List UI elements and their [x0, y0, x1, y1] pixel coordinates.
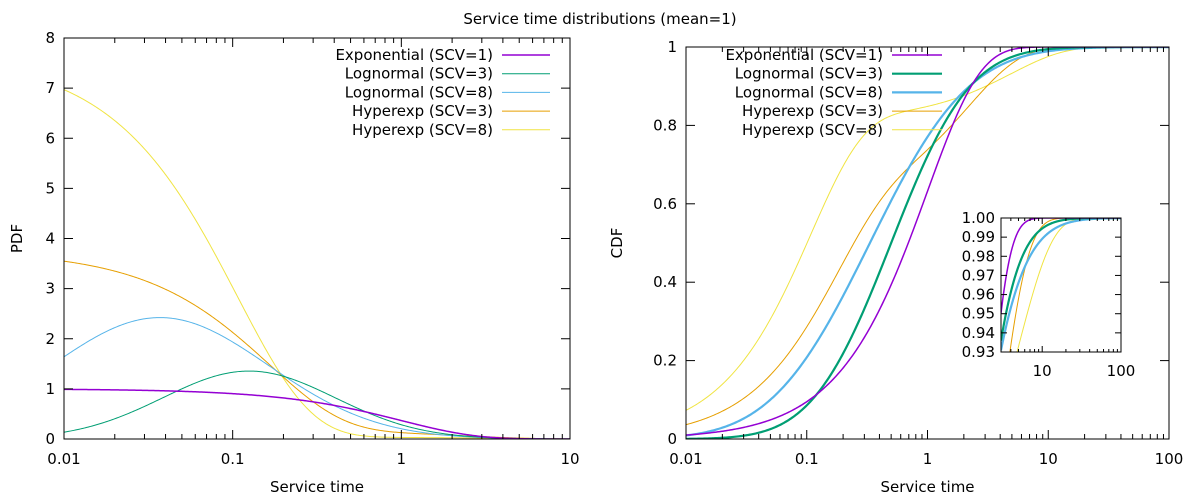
- y-tick-label: 0.97: [962, 266, 995, 284]
- y-tick-label: 1: [667, 38, 677, 56]
- x-tick-label: 10: [560, 450, 579, 468]
- y-tick-label: 4: [45, 230, 55, 248]
- legend-label: Lognormal (SCV=8): [735, 83, 883, 101]
- legend-label: Hyperexp (SCV=8): [742, 121, 883, 139]
- y-tick-label: 0.95: [962, 305, 995, 323]
- legend-label: Hyperexp (SCV=3): [742, 102, 883, 120]
- x-tick-label: 100: [1155, 450, 1184, 468]
- legend-label: Hyperexp (SCV=3): [352, 102, 493, 120]
- y-tick-label: 2: [45, 330, 55, 348]
- series-line-0: [64, 388, 570, 439]
- legend-label: Lognormal (SCV=3): [345, 65, 493, 83]
- x-tick-label: 0.1: [221, 450, 245, 468]
- y-tick-label: 0: [45, 430, 55, 448]
- x-tick-label: 100: [1107, 362, 1136, 380]
- x-tick-label: 0.1: [795, 450, 819, 468]
- plot-border: [1000, 217, 1122, 353]
- legend-item: Lognormal (SCV=3): [345, 65, 550, 83]
- cdf-inset-panel: 10 100 0.930.940.950.96 0.970.980.991.00: [962, 209, 1136, 380]
- y-tick-label: 0: [667, 430, 677, 448]
- series-line-0: [686, 47, 1169, 436]
- series-line-4: [1016, 218, 1121, 352]
- x-tick-label: 0.01: [47, 450, 80, 468]
- y-tick-label: 0.99: [962, 228, 995, 246]
- legend-item: Hyperexp (SCV=3): [352, 102, 550, 120]
- legend-label: Exponential (SCV=1): [335, 46, 493, 64]
- series-line-3: [1009, 218, 1121, 352]
- legend-item: Exponential (SCV=1): [335, 46, 550, 64]
- series-line-2: [1001, 218, 1121, 351]
- legend-item: Hyperexp (SCV=8): [742, 121, 942, 139]
- legend: Exponential (SCV=1)Lognormal (SCV=3)Logn…: [725, 46, 942, 139]
- x-tick-label: 10: [1033, 362, 1052, 380]
- series-line-2: [64, 317, 570, 439]
- x-axis-label: Service time: [270, 478, 364, 496]
- series-line-0: [1001, 218, 1121, 314]
- x-axis-label: Service time: [880, 478, 974, 496]
- y-tick-label: 6: [45, 129, 55, 147]
- chart-title: Service time distributions (mean=1): [463, 10, 736, 28]
- y-tick-label: 1.00: [962, 209, 995, 227]
- y-tick-label: 3: [45, 280, 55, 298]
- y-tick-label: 1: [45, 380, 55, 398]
- legend-label: Lognormal (SCV=8): [345, 83, 493, 101]
- x-tick-label: 0.01: [669, 450, 702, 468]
- legend: Exponential (SCV=1)Lognormal (SCV=3)Logn…: [335, 46, 550, 139]
- legend-item: Lognormal (SCV=8): [735, 83, 942, 101]
- y-axis-label: PDF: [8, 224, 26, 253]
- y-tick-label: 0.4: [653, 273, 677, 291]
- y-tick-label: 0.6: [653, 195, 677, 213]
- x-tick-label: 1: [397, 450, 407, 468]
- series-line-4: [64, 89, 570, 439]
- x-tick-label: 10: [1039, 450, 1058, 468]
- legend-item: Exponential (SCV=1): [725, 46, 942, 64]
- legend-item: Lognormal (SCV=3): [735, 65, 942, 83]
- y-axis-label: CDF: [608, 228, 626, 259]
- legend-item: Hyperexp (SCV=8): [352, 121, 550, 139]
- cdf-panel: 0.01 0.1 1 10 100 0 0.2 0.4 0.6 0.8 1 Service time C…: [608, 38, 1183, 496]
- y-tick-label: 0.2: [653, 352, 677, 370]
- y-tick-label: 7: [45, 79, 55, 97]
- legend-label: Exponential (SCV=1): [725, 46, 883, 64]
- y-tick-label: 0.98: [962, 247, 995, 265]
- plot-border: [63, 37, 571, 440]
- x-tick-label: 1: [923, 450, 933, 468]
- legend-item: Hyperexp (SCV=3): [742, 102, 942, 120]
- legend-label: Hyperexp (SCV=8): [352, 121, 493, 139]
- y-tick-label: 5: [45, 179, 55, 197]
- legend-label: Lognormal (SCV=3): [735, 65, 883, 83]
- pdf-panel: 0.01 0.1 1 10 0 1 2 3 4 5 6 7 8 Service time PDF Expone…: [8, 29, 580, 496]
- y-tick-label: 0.96: [962, 286, 995, 304]
- y-tick-label: 8: [45, 29, 55, 47]
- y-tick-label: 0.94: [962, 324, 995, 342]
- y-tick-label: 0.8: [653, 116, 677, 134]
- series-line-3: [64, 260, 570, 439]
- legend-item: Lognormal (SCV=8): [345, 83, 550, 101]
- y-tick-label: 0.93: [962, 343, 995, 361]
